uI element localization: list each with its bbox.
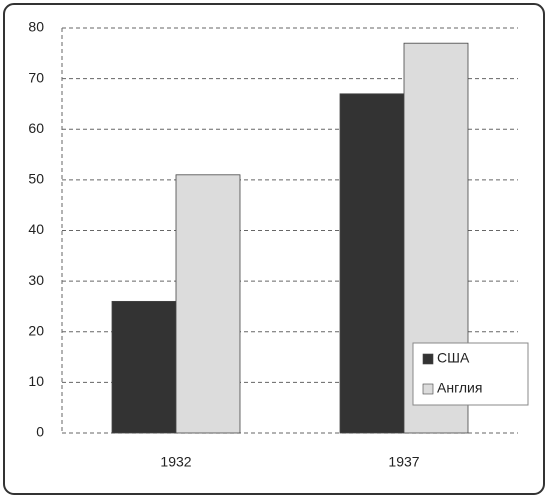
bar xyxy=(111,300,177,434)
y-tick-label: 60 xyxy=(28,120,44,136)
y-tick-label: 0 xyxy=(36,424,44,440)
legend-label: США xyxy=(437,350,470,366)
bar xyxy=(339,93,405,434)
x-tick-label: 1932 xyxy=(160,454,191,470)
legend-box xyxy=(412,342,529,406)
y-tick-label: 30 xyxy=(28,272,44,288)
legend-label: Англия xyxy=(437,380,482,396)
y-tick-label: 80 xyxy=(28,19,44,35)
y-tick-label: 20 xyxy=(28,322,44,338)
y-tick-label: 70 xyxy=(28,69,44,85)
legend-swatch xyxy=(422,353,434,365)
legend-swatch xyxy=(422,383,434,395)
y-tick-label: 40 xyxy=(28,221,44,237)
bar xyxy=(175,174,241,434)
y-tick-label: 10 xyxy=(28,373,44,389)
x-tick-label: 1937 xyxy=(388,454,419,470)
y-tick-label: 50 xyxy=(28,171,44,187)
